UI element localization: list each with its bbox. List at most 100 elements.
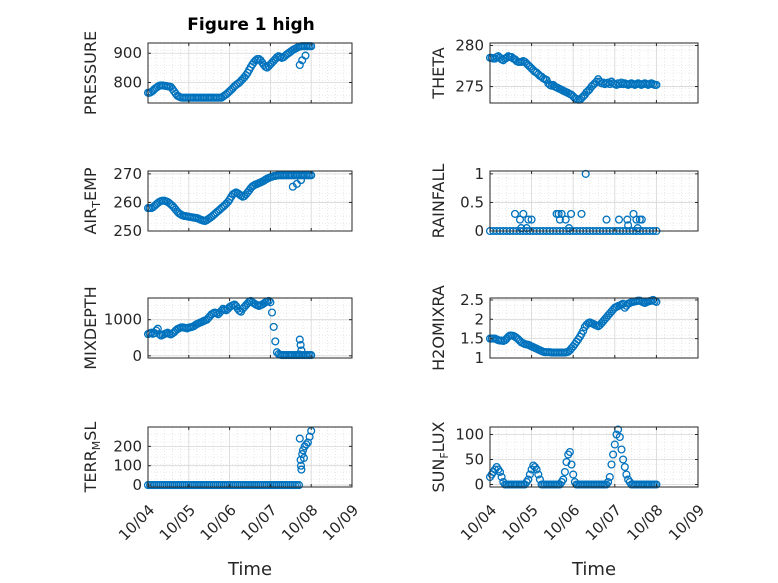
y-tick-label: 280 xyxy=(455,36,484,54)
markers xyxy=(143,426,316,490)
data-point xyxy=(524,215,533,224)
y-tick-label: 1000 xyxy=(104,311,142,329)
y-tick-label: 50 xyxy=(465,451,484,469)
data-point xyxy=(615,432,624,442)
data-point xyxy=(297,465,306,474)
y-tick-label: 250 xyxy=(113,222,142,240)
y-axis-label: RAINFALL xyxy=(429,164,448,239)
data-point xyxy=(296,340,305,350)
axes-box xyxy=(147,42,353,104)
data-point xyxy=(302,440,311,449)
data-point xyxy=(555,215,564,224)
data-point xyxy=(495,467,505,477)
data-point xyxy=(519,209,528,218)
y-axis-label-rest: LUX xyxy=(429,421,448,452)
y-axis-label: AIRTEMP xyxy=(81,167,103,234)
data-point xyxy=(602,215,611,224)
data-point xyxy=(522,224,531,233)
y-axis-label-main: TERR xyxy=(81,450,100,493)
data-point xyxy=(301,51,310,60)
y-axis-label-subscript: M xyxy=(90,441,103,451)
data-point xyxy=(497,472,506,482)
data-point xyxy=(298,450,307,459)
y-tick-label: 0.5 xyxy=(460,193,484,211)
data-point xyxy=(632,215,641,224)
y-axis-label: THETA xyxy=(429,47,448,99)
data-point xyxy=(564,224,574,233)
data-point xyxy=(295,60,304,70)
data-point xyxy=(554,209,563,218)
axes-box xyxy=(489,297,699,359)
y-tick-label: 0 xyxy=(474,476,484,494)
axes-1: 800 900 PRESSURE xyxy=(81,31,353,115)
axes-box xyxy=(147,426,353,488)
x-axis-label: Time xyxy=(571,559,616,580)
data-point xyxy=(652,480,661,489)
y-axis-label-subscript: F xyxy=(438,452,451,458)
data-point xyxy=(623,215,632,224)
markers xyxy=(143,42,316,102)
y-axis-label-rest: SL xyxy=(81,422,100,441)
axes-box xyxy=(489,42,699,104)
axes-box xyxy=(489,426,699,488)
markers xyxy=(485,295,661,357)
y-tick-label: 1.5 xyxy=(460,330,484,348)
axes-6: 11.5 22.5 H2OMIXRA xyxy=(429,285,699,371)
data-point xyxy=(620,462,629,472)
markers xyxy=(143,171,316,226)
data-point xyxy=(567,460,576,469)
data-point xyxy=(577,209,586,218)
data-point xyxy=(525,470,534,479)
data-point xyxy=(269,322,278,331)
y-tick-label: 100 xyxy=(113,457,142,475)
data-point xyxy=(637,215,646,224)
data-point xyxy=(294,481,304,490)
x-axis-label: Time xyxy=(227,559,272,580)
data-point xyxy=(561,215,570,224)
data-point xyxy=(579,326,588,335)
y-tick-label: 900 xyxy=(113,44,142,62)
y-tick-label: 100 xyxy=(455,426,484,444)
plot-area xyxy=(490,427,698,487)
y-tick-label: 275 xyxy=(455,78,484,96)
y-axis-label-subscript: T xyxy=(90,201,103,209)
data-point xyxy=(619,455,628,464)
figure-title: Figure 1 high xyxy=(187,15,315,35)
data-point xyxy=(236,191,246,200)
data-point xyxy=(295,335,304,344)
data-point xyxy=(527,215,536,224)
y-axis-label: PRESSURE xyxy=(81,31,100,115)
y-tick-label: 1 xyxy=(474,165,484,183)
data-point xyxy=(297,346,306,355)
axes-box xyxy=(489,170,699,232)
y-axis-label: MIXDEPTH xyxy=(81,286,100,369)
axes-box xyxy=(147,297,353,359)
y-tick-label: 200 xyxy=(113,437,142,455)
data-point xyxy=(524,475,533,484)
data-point xyxy=(607,460,616,469)
data-point xyxy=(609,450,618,459)
data-point xyxy=(617,445,626,454)
markers xyxy=(485,52,661,104)
y-tick-label: 270 xyxy=(113,165,142,183)
plot-area xyxy=(490,171,698,231)
plot-area xyxy=(490,43,698,103)
axes-4: 0 0.5 1 RAINFALL xyxy=(429,164,699,240)
y-tick-label: 0 xyxy=(474,222,484,240)
data-point xyxy=(295,434,304,443)
data-point xyxy=(610,440,619,449)
data-point xyxy=(633,224,642,233)
y-axis-label: H2OMIXRA xyxy=(429,285,448,371)
data-point xyxy=(517,224,526,233)
y-axis-label: TERRMSL xyxy=(81,422,103,494)
y-axis-label-main: AIR xyxy=(81,208,100,235)
y-tick-label: 2.5 xyxy=(460,291,484,309)
axes-2: 275 280 THETA xyxy=(429,36,699,104)
data-point xyxy=(153,324,162,333)
axes-3: 250 260 270 AIRTEMP xyxy=(81,165,353,240)
data-point xyxy=(299,453,308,463)
data-point xyxy=(267,308,277,317)
data-point xyxy=(510,209,520,218)
